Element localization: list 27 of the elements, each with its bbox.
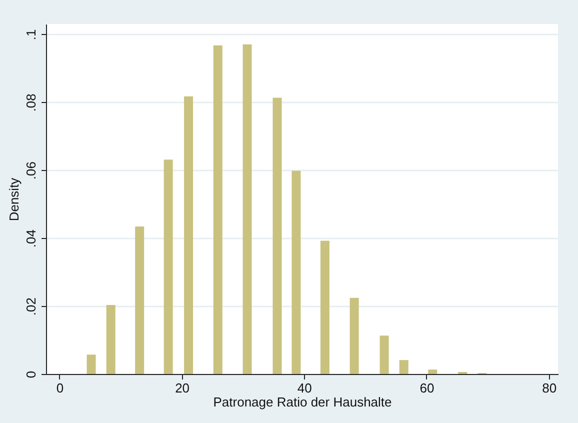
y-tick-label: .04 bbox=[24, 230, 38, 248]
bar bbox=[320, 240, 330, 374]
y-tick-label: .06 bbox=[24, 162, 38, 180]
x-tick-label: 60 bbox=[420, 380, 434, 396]
bar bbox=[272, 98, 282, 374]
y-tick-label: .02 bbox=[24, 298, 38, 316]
bar bbox=[135, 226, 144, 374]
bar bbox=[350, 298, 359, 374]
x-tick-label: 20 bbox=[175, 380, 190, 396]
bar bbox=[428, 370, 438, 374]
bar bbox=[242, 44, 252, 374]
bar bbox=[106, 305, 116, 374]
bar bbox=[164, 160, 173, 374]
x-tick-label: 40 bbox=[297, 380, 312, 396]
y-tick-label: 0 bbox=[24, 370, 38, 378]
y-tick-label: .08 bbox=[24, 94, 38, 112]
bar bbox=[86, 354, 96, 374]
x-tick-label: 80 bbox=[542, 380, 557, 396]
y-tick-label: .1 bbox=[24, 29, 38, 40]
bar bbox=[213, 45, 222, 374]
y-axis-title: Density bbox=[6, 177, 22, 222]
bar bbox=[399, 360, 408, 374]
bar bbox=[380, 336, 389, 374]
x-axis-title: Patronage Ratio der Haushalte bbox=[213, 394, 392, 410]
bar bbox=[184, 96, 194, 374]
bar bbox=[292, 170, 301, 374]
x-tick-label: 0 bbox=[56, 380, 64, 396]
